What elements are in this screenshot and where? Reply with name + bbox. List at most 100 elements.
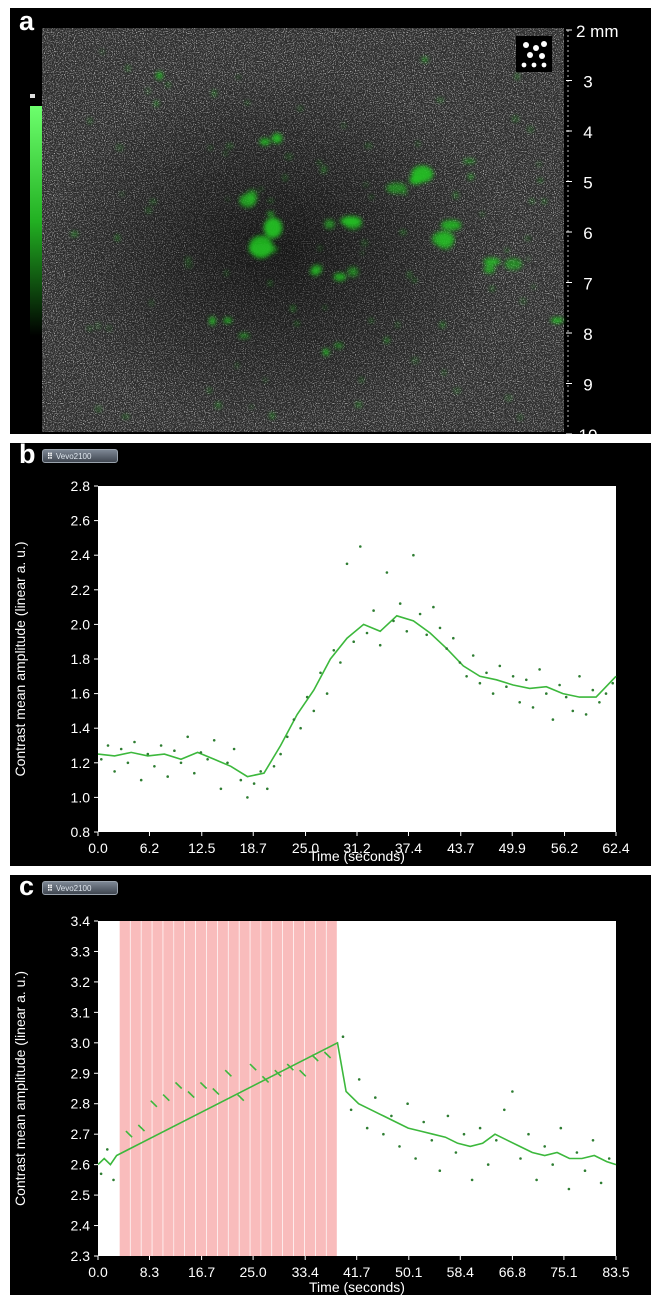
x-tick-label: 31.2 — [343, 840, 370, 856]
data-point — [575, 1151, 579, 1154]
data-point — [425, 633, 429, 637]
series-segment — [274, 1069, 282, 1077]
data-point — [558, 683, 561, 687]
data-point — [398, 1145, 401, 1148]
contrast-speck — [490, 286, 494, 291]
y-tick-label: 2.5 — [71, 1187, 91, 1203]
data-point — [272, 765, 276, 768]
contrast-speck — [364, 183, 368, 187]
data-point — [531, 706, 535, 709]
data-point — [305, 695, 309, 699]
y-tick-label: 0.8 — [71, 824, 91, 840]
contrast-blob — [239, 193, 256, 208]
contrast-overlay — [71, 49, 564, 420]
contrast-speck — [150, 200, 156, 203]
contrast-blob — [483, 257, 501, 266]
ultrasound-image: 2 mm 3 4 5 6 7 8 9 10 a — [19, 8, 619, 434]
depth-scale: 2 mm 3 4 5 6 7 8 9 10 — [566, 22, 619, 434]
stimulation-band — [206, 921, 217, 1256]
data-point — [385, 571, 389, 574]
data-point — [146, 752, 150, 756]
contrast-speck — [227, 144, 233, 147]
contrast-speck — [100, 49, 104, 54]
y-tick-label: 3.1 — [71, 1004, 91, 1020]
data-point — [259, 770, 262, 773]
series-segment — [237, 1094, 245, 1102]
y-tick-label: 3.3 — [71, 943, 91, 959]
panel-letter-a: a — [19, 8, 35, 36]
y-tick-label: 2.4 — [71, 547, 91, 563]
contrast-speck — [361, 251, 364, 255]
contrast-speck — [226, 197, 229, 201]
contrast-blob — [483, 265, 495, 274]
contrast-speck — [224, 151, 227, 155]
data-point — [405, 630, 409, 633]
series-segment — [150, 1100, 158, 1108]
contrast-speck — [369, 318, 373, 323]
contrast-speck — [96, 323, 100, 329]
data-point — [390, 1114, 393, 1118]
contrast-speck — [268, 281, 272, 286]
contrast-blob — [409, 175, 423, 185]
series-segment — [212, 1087, 220, 1096]
data-point — [525, 678, 528, 682]
contrast-speck — [115, 235, 119, 241]
y-tick-label: 3.0 — [71, 1035, 91, 1051]
data-point — [445, 647, 449, 650]
contrast-speck — [88, 118, 91, 123]
y-tick-label: 2.7 — [71, 1126, 91, 1142]
contrast-blob — [344, 217, 362, 230]
contrast-speck — [185, 258, 191, 263]
data-point — [332, 649, 336, 652]
contrast-blob — [333, 273, 347, 281]
series-segment — [162, 1094, 170, 1102]
stimulation-band — [141, 921, 152, 1256]
color-bar-marker — [30, 94, 35, 98]
y-tick-label: 2.6 — [71, 513, 91, 529]
data-point — [511, 1090, 514, 1093]
contrast-speck — [542, 199, 546, 204]
data-point — [465, 675, 468, 678]
contrast-speck — [512, 116, 519, 122]
data-point — [319, 671, 322, 675]
contrast-speck — [400, 230, 406, 234]
chart-c: 2.3 2.4 2.5 2.6 2.7 2.8 2.9 3.0 3.1 3.2 3.3 3.4 0.0 8… — [12, 913, 630, 1295]
contrast-speck — [422, 57, 428, 62]
y-tick-label: 3.4 — [71, 913, 91, 929]
data-point — [414, 1157, 417, 1160]
contrast-blob — [223, 317, 232, 324]
vevo-badge-label: Vevo2100 — [55, 884, 92, 893]
contrast-speck — [365, 144, 372, 147]
contrast-speck — [71, 232, 78, 236]
contrast-speck — [295, 322, 299, 325]
data-point — [286, 735, 289, 739]
stimulation-band — [315, 921, 326, 1256]
data-point — [299, 726, 302, 730]
data-point — [604, 692, 608, 695]
x-axis-label: Time (seconds) — [309, 848, 405, 864]
data-point — [599, 1181, 603, 1185]
series-segment — [224, 1069, 232, 1077]
contrast-blob — [334, 343, 344, 348]
data-point — [179, 761, 183, 765]
contrast-speck — [323, 306, 326, 309]
x-tick-label: 12.5 — [188, 840, 215, 856]
contrast-speck — [107, 326, 111, 331]
data-point — [206, 758, 209, 761]
contrast-blob — [386, 182, 407, 194]
series-line — [97, 614, 617, 778]
data-point — [159, 744, 163, 747]
data-point — [226, 761, 229, 765]
contrast-speck — [87, 327, 93, 330]
data-point — [392, 619, 395, 623]
data-point — [491, 692, 495, 695]
data-point — [173, 749, 176, 752]
data-point — [462, 1132, 466, 1136]
y-tick-label: 1.0 — [71, 789, 91, 805]
contrast-speck — [453, 192, 458, 198]
data-point — [438, 1169, 442, 1172]
depth-tick-label: 6 — [583, 224, 592, 243]
x-tick-label: 8.3 — [140, 1264, 160, 1280]
data-point — [199, 751, 203, 754]
stimulation-band — [228, 921, 239, 1256]
